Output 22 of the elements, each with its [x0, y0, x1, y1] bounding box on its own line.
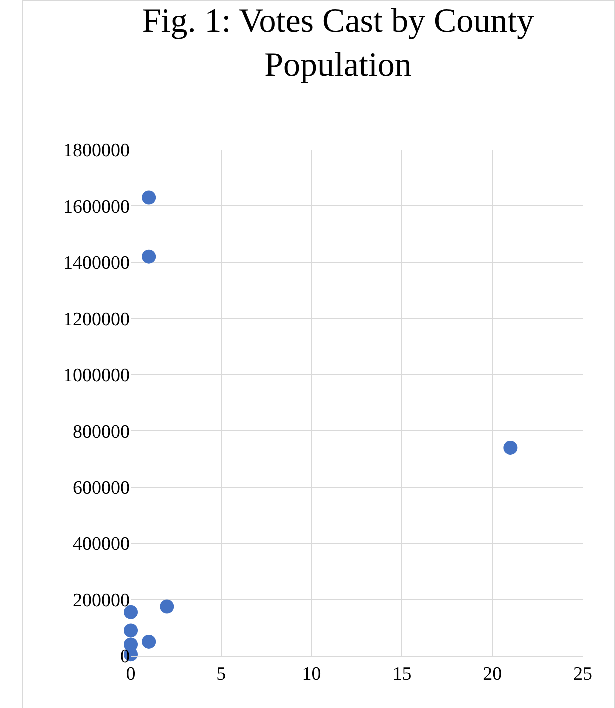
y-tick-label: 1400000 [64, 253, 130, 274]
point [124, 605, 138, 620]
point [504, 440, 518, 455]
x-tick-label: 20 [483, 664, 502, 685]
point [142, 250, 156, 264]
x-tick-label: 10 [302, 664, 322, 685]
x-tick-label: 25 [574, 664, 592, 685]
y-tick-label: 800000 [73, 422, 130, 443]
point [142, 190, 156, 205]
point [160, 600, 174, 614]
x-tick-label: 15 [392, 664, 412, 685]
y-tick-label: 400000 [73, 534, 130, 556]
y-tick-label: 1200000 [64, 309, 130, 330]
y-tick-label: 1600000 [64, 196, 130, 218]
point [142, 634, 156, 649]
x-tick-label: 5 [216, 664, 226, 685]
point [124, 624, 138, 638]
chart-title: Fig. 1: Votes Cast by County Population [142, 2, 534, 84]
y-tick-label: 1000000 [64, 366, 130, 387]
y-tick-label: 1800000 [64, 140, 130, 162]
y-tick-label: 600000 [73, 478, 130, 499]
y-tick-label: 200000 [73, 590, 130, 612]
